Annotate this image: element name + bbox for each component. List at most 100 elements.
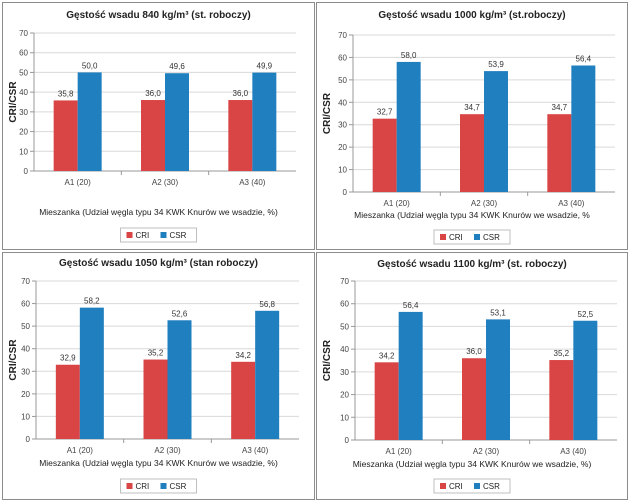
y-tick-label: 70 <box>340 277 349 286</box>
data-label-cri-1: 32,7 <box>377 108 393 117</box>
y-tick-label: 0 <box>345 436 350 445</box>
x-axis-title: Mieszanka (Udział węgla typu 34 KWK Knur… <box>39 458 278 468</box>
y-tick-label: 10 <box>340 413 349 422</box>
x-tick-label: A2 (30) <box>473 447 500 456</box>
y-tick-label: 30 <box>21 367 30 376</box>
chart-title: Gęstość wsadu 840 kg/m³ (st. roboczy) <box>66 10 251 21</box>
y-tick-label: 50 <box>338 76 347 85</box>
bar-cri-3 <box>547 114 572 192</box>
x-axis-title: Mieszanka (Udział węgla typu 34 KWK Knur… <box>354 210 590 220</box>
legend-label-csr: CSR <box>483 233 500 242</box>
bar-cri-3 <box>228 100 253 171</box>
y-tick-label: 30 <box>338 121 347 130</box>
bar-cri-1 <box>55 364 80 439</box>
legend-label-csr: CSR <box>170 231 187 240</box>
legend: CRI CSR <box>433 229 511 245</box>
y-axis-title: CRI/CSR <box>8 81 19 123</box>
y-tick-label: 20 <box>340 391 349 400</box>
legend-swatch-csr <box>160 483 167 489</box>
legend-label-csr: CSR <box>170 482 187 491</box>
x-tick-label: A1 (20) <box>67 446 94 455</box>
bar-csr-3 <box>571 65 596 192</box>
data-label-csr-1: 58,0 <box>401 51 417 60</box>
legend-label-cri: CRI <box>449 482 463 491</box>
bar-csr-2 <box>165 73 189 171</box>
chart-panel-1: Gęstość wsadu 840 kg/m³ (st. roboczy) 0 10… <box>2 2 315 250</box>
legend-swatch-csr <box>160 232 167 238</box>
chart-title: Gęstość wsadu 1100 kg/m³ (st. roboczy) <box>377 259 567 270</box>
data-label-csr-2: 49,6 <box>169 62 185 71</box>
data-label-csr-1: 50,0 <box>82 61 98 70</box>
legend-label-cri: CRI <box>449 233 463 242</box>
legend-box <box>120 478 197 494</box>
legend-swatch-cri <box>440 483 446 489</box>
legend-label-cri: CRI <box>136 231 150 240</box>
legend: CRI CSR <box>433 478 511 494</box>
bar-cri-2 <box>141 100 165 171</box>
y-axis-title: CRI/CSR <box>8 339 19 381</box>
y-tick-label: 10 <box>21 412 30 421</box>
y-tick-label: 0 <box>26 435 31 444</box>
x-axis-title: Mieszanka (Udział węgla typu 34 KWK Knur… <box>39 207 278 217</box>
chart-title: Gęstość wsadu 1000 kg/m³ (st.roboczy) <box>378 10 565 21</box>
y-tick-label: 60 <box>19 49 28 58</box>
bar-cri-1 <box>374 362 399 440</box>
data-label-csr-1: 58,2 <box>84 297 100 306</box>
data-label-cri-2: 35,2 <box>148 349 164 358</box>
data-label-cri-2: 36,0 <box>466 347 482 356</box>
bar-csr-1 <box>77 72 102 171</box>
x-tick-label: A1 (20) <box>65 178 92 187</box>
y-axis-title: CRI/CSR <box>322 339 333 381</box>
data-label-cri-3: 36,0 <box>233 89 249 98</box>
bar-cri-3 <box>231 361 256 439</box>
y-tick-label: 70 <box>19 29 28 38</box>
bar-csr-2 <box>486 319 510 440</box>
legend-box <box>433 229 511 245</box>
x-tick-label: A3 (40) <box>242 446 269 455</box>
y-tick-label: 40 <box>338 98 347 107</box>
data-label-cri-2: 34,7 <box>464 103 480 112</box>
x-tick-label: A3 (40) <box>239 178 266 187</box>
legend: CRI CSR <box>120 227 197 243</box>
bar-cri-2 <box>143 359 168 439</box>
data-label-cri-1: 32,9 <box>60 354 76 363</box>
bar-cri-1 <box>372 118 397 192</box>
y-tick-label: 20 <box>19 128 28 137</box>
y-tick-label: 30 <box>19 108 28 117</box>
bar-csr-1 <box>396 61 421 192</box>
y-tick-label: 0 <box>24 167 29 176</box>
legend-label-csr: CSR <box>483 482 500 491</box>
legend-swatch-csr <box>474 234 480 240</box>
bar-cri-1 <box>53 100 78 171</box>
data-label-csr-3: 52,5 <box>578 310 594 319</box>
x-tick-label: A2 (30) <box>152 178 179 187</box>
bar-csr-2 <box>167 320 192 439</box>
legend-box <box>433 478 511 494</box>
data-label-cri-3: 34,2 <box>235 351 251 360</box>
y-tick-label: 0 <box>343 188 348 197</box>
x-tick-label: A2 (30) <box>154 446 181 455</box>
bar-cri-3 <box>549 360 574 440</box>
legend-label-cri: CRI <box>136 482 150 491</box>
y-tick-label: 40 <box>21 345 30 354</box>
data-label-csr-2: 53,9 <box>488 60 504 69</box>
bar-cri-2 <box>460 114 484 192</box>
data-label-csr-2: 53,1 <box>490 308 506 317</box>
x-tick-label: A1 (20) <box>384 199 411 208</box>
chart-panel-2: Gęstość wsadu 1000 kg/m³ (st.roboczy) 0 10… <box>316 2 628 250</box>
y-tick-label: 10 <box>338 166 347 175</box>
data-label-cri-3: 35,2 <box>554 349 570 358</box>
x-axis-title: Mieszanka (Udział węgla typu 34 KWK Knur… <box>353 459 592 469</box>
y-tick-label: 50 <box>340 322 349 331</box>
bar-csr-3 <box>573 320 598 440</box>
data-label-cri-2: 36,0 <box>145 89 161 98</box>
y-tick-label: 70 <box>21 277 30 286</box>
y-tick-label: 20 <box>21 390 30 399</box>
y-tick-label: 60 <box>340 300 349 309</box>
y-tick-label: 40 <box>340 345 349 354</box>
bar-csr-2 <box>484 71 508 192</box>
legend-box <box>120 227 197 243</box>
y-tick-label: 60 <box>338 53 347 62</box>
bar-csr-3 <box>252 72 277 171</box>
